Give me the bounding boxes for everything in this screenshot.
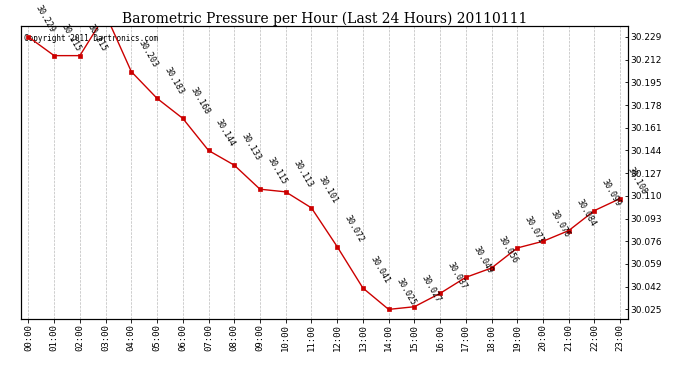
Text: 30.168: 30.168	[188, 85, 211, 116]
Text: 30.049: 30.049	[471, 244, 494, 274]
Text: 30.027: 30.027	[420, 273, 443, 304]
Text: 30.101: 30.101	[317, 175, 339, 205]
Text: 30.115: 30.115	[266, 156, 288, 186]
Text: Barometric Pressure per Hour (Last 24 Hours) 20110111: Barometric Pressure per Hour (Last 24 Ho…	[121, 11, 527, 26]
Text: 30.056: 30.056	[497, 235, 520, 265]
Text: 30.229: 30.229	[34, 4, 57, 34]
Text: 30.203: 30.203	[137, 38, 159, 69]
Text: 30.025: 30.025	[394, 276, 417, 307]
Text: 30.041: 30.041	[368, 255, 391, 285]
Text: 30.076: 30.076	[549, 208, 571, 238]
Text: 30.215: 30.215	[86, 22, 108, 53]
Text: 30.183: 30.183	[163, 65, 186, 96]
Text: 30.133: 30.133	[240, 132, 263, 162]
Text: 30.246: 30.246	[0, 374, 1, 375]
Text: 30.071: 30.071	[523, 215, 546, 245]
Text: 30.084: 30.084	[574, 197, 597, 228]
Text: 30.037: 30.037	[446, 260, 469, 291]
Text: 30.215: 30.215	[60, 22, 83, 53]
Text: 30.108: 30.108	[626, 165, 649, 196]
Text: 30.144: 30.144	[214, 117, 237, 148]
Text: 30.099: 30.099	[600, 177, 623, 208]
Text: 30.113: 30.113	[291, 159, 314, 189]
Text: 30.072: 30.072	[343, 213, 366, 244]
Text: Copyright 2011 Dartronics.com: Copyright 2011 Dartronics.com	[23, 34, 158, 43]
